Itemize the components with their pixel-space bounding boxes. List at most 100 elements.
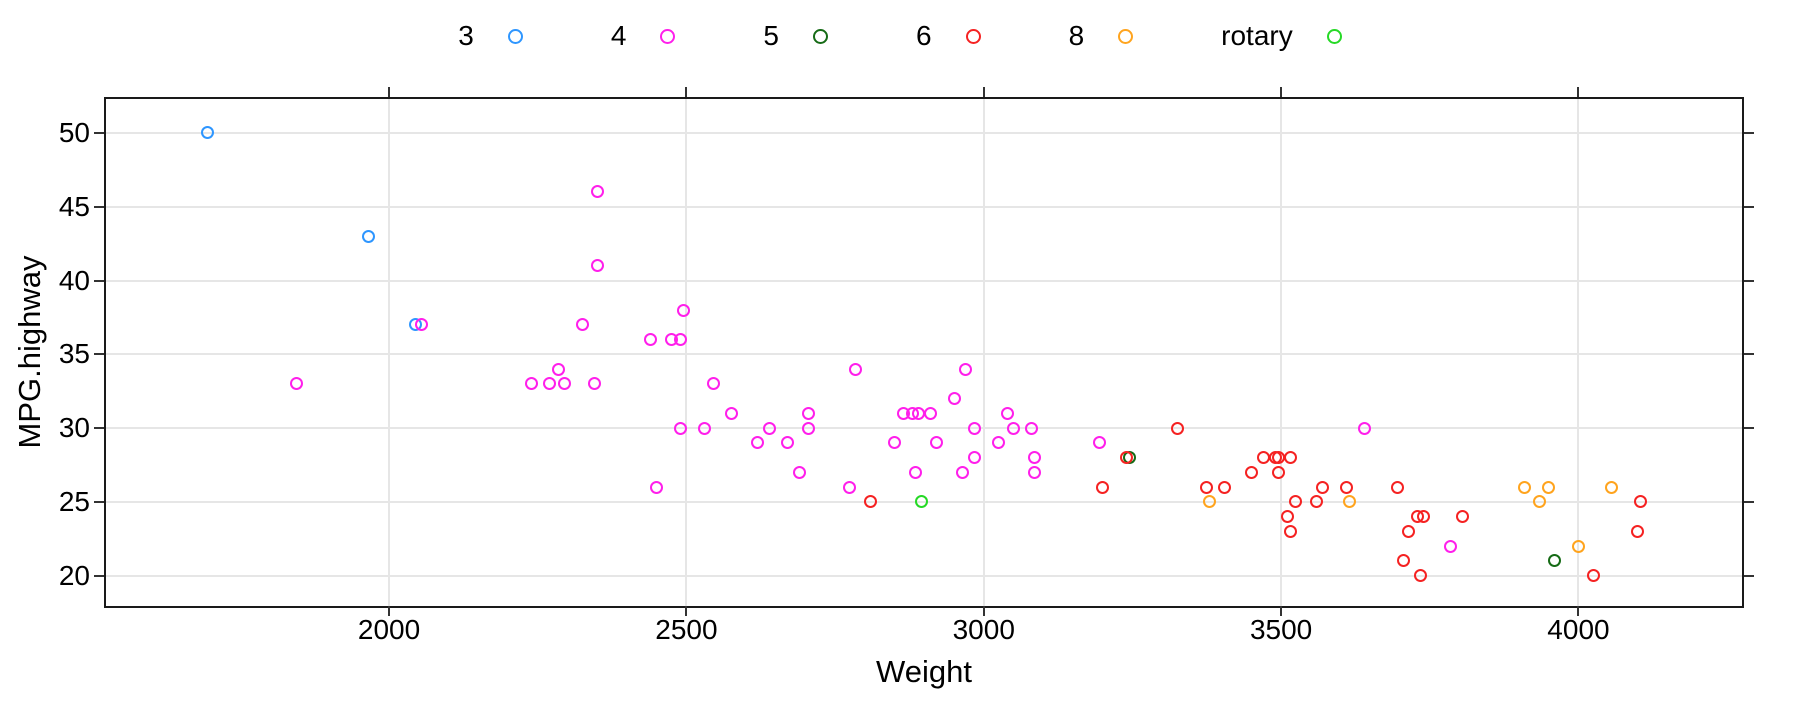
data-point [751, 436, 765, 450]
y-axis-tick-left [94, 353, 104, 356]
y-tick-label: 50 [58, 116, 90, 148]
y-tick-label: 20 [58, 559, 90, 591]
data-point [1203, 495, 1217, 509]
data-point [558, 377, 571, 391]
data-point [801, 421, 815, 435]
grid-line-x [982, 99, 985, 606]
data-point [923, 406, 937, 420]
data-point [525, 377, 539, 391]
data-point [1218, 480, 1232, 494]
data-point [1170, 421, 1184, 435]
legend-marker-icon [1118, 28, 1134, 44]
data-point [1001, 406, 1015, 420]
y-tick-label: 30 [58, 412, 90, 444]
data-point [587, 377, 601, 391]
data-point [1396, 554, 1410, 568]
data-point [673, 333, 687, 347]
data-point [1271, 465, 1285, 479]
grid-line-y [106, 574, 1742, 577]
legend-item-6: 6 [916, 22, 981, 50]
data-point [361, 229, 375, 243]
data-point [1256, 451, 1270, 465]
data-point [992, 436, 1006, 450]
data-point [1280, 510, 1294, 524]
data-point [1390, 480, 1404, 494]
data-point [947, 392, 961, 406]
data-point [792, 465, 806, 479]
data-point [1027, 465, 1041, 479]
data-point [1455, 510, 1469, 524]
grid-line-x [685, 99, 688, 606]
y-axis-tick-right [1744, 500, 1754, 503]
data-point [849, 362, 863, 376]
data-point [1244, 465, 1258, 479]
data-point [697, 421, 711, 435]
grid-line-y [106, 427, 1742, 430]
data-point [706, 377, 720, 391]
data-point [1200, 480, 1214, 494]
legend-marker-icon [660, 28, 676, 44]
data-point [1027, 451, 1041, 465]
data-point [552, 362, 566, 376]
x-axis-tick-bottom [388, 606, 391, 616]
grid-line-y [106, 131, 1742, 134]
data-point [201, 126, 215, 140]
data-point [1357, 421, 1371, 435]
data-point [676, 303, 690, 317]
legend-label: 6 [916, 20, 932, 51]
legend-marker-icon [813, 28, 828, 44]
legend-item-4: 4 [611, 22, 676, 50]
grid-line-y [106, 353, 1742, 356]
data-point [1444, 539, 1458, 553]
data-point [673, 421, 687, 435]
legend-item-5: 5 [763, 22, 828, 50]
data-point [1604, 480, 1618, 494]
grid-line-y [106, 205, 1742, 208]
x-tick-label: 2000 [357, 614, 421, 645]
data-point [1634, 495, 1648, 509]
data-point [968, 451, 982, 465]
y-axis-tick-left [94, 131, 104, 134]
data-point [1289, 495, 1303, 509]
data-point [1414, 569, 1428, 583]
data-point [1542, 480, 1556, 494]
y-axis-tick-right [1744, 427, 1754, 430]
data-point [575, 318, 589, 332]
legend-label: 4 [610, 20, 627, 51]
data-point [763, 421, 777, 435]
data-point [1548, 554, 1562, 568]
y-axis-tick-left [94, 574, 104, 577]
data-point [781, 436, 795, 450]
y-tick-label: 25 [58, 485, 90, 517]
y-axis-tick-left [94, 500, 104, 503]
data-point [956, 465, 970, 479]
data-point [914, 495, 928, 509]
data-point [968, 421, 982, 435]
data-point [1093, 436, 1107, 450]
data-point [801, 406, 815, 420]
data-point [1283, 524, 1297, 538]
grid-line-x [388, 99, 391, 606]
y-axis-tick-right [1744, 574, 1754, 577]
x-axis-tick-top [685, 87, 688, 97]
data-point [1402, 524, 1416, 538]
y-axis-tick-left [94, 205, 104, 208]
data-point [911, 406, 925, 420]
legend-label: 3 [458, 20, 474, 51]
x-axis-tick-bottom [685, 606, 688, 616]
data-point [1316, 480, 1330, 494]
data-point [959, 362, 973, 376]
x-tick-label: 3500 [1249, 614, 1313, 645]
grid-line-x [1280, 99, 1283, 606]
data-point [1518, 480, 1532, 494]
data-point [908, 465, 922, 479]
data-point [650, 480, 664, 494]
x-axis-tick-bottom [1577, 606, 1580, 616]
data-point [724, 406, 738, 420]
x-axis-tick-bottom [1280, 606, 1283, 616]
data-point [1533, 495, 1547, 509]
y-tick-label: 35 [58, 338, 90, 370]
x-axis-tick-top [1577, 87, 1580, 97]
data-point [1571, 539, 1585, 553]
data-point [1283, 451, 1297, 465]
